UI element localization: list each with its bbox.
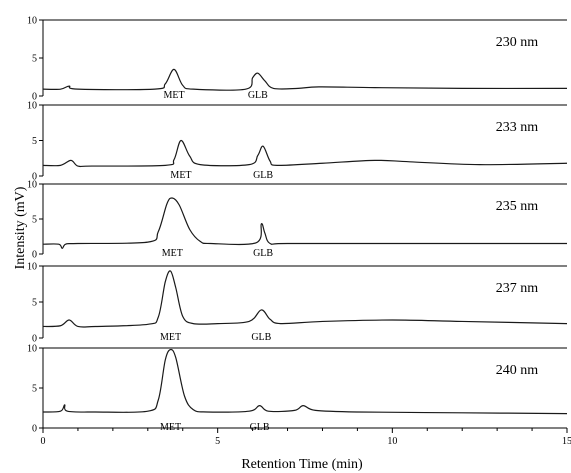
trace-line (42, 348, 568, 415)
y-axis-title: Intensity (mV) (13, 186, 28, 269)
panel-1: 0 5 10 230 nm MET GLB (27, 16, 568, 103)
peak-label-met: MET (170, 170, 191, 181)
y-tick-label: 5 (32, 384, 37, 395)
y-tick-label: 10 (27, 101, 37, 112)
peak-label-glb: GLB (253, 170, 273, 181)
x-tick-label: 0 (41, 436, 46, 447)
peak-label-glb: GLB (248, 90, 268, 101)
y-tick-label: 0 (32, 92, 37, 103)
peak-label-glb: GLB (253, 248, 273, 259)
x-tick-label: 5 (215, 436, 220, 447)
y-tick-label: 5 (32, 215, 37, 226)
x-tick-label: 10 (387, 436, 397, 447)
y-tick-label: 10 (27, 180, 37, 191)
trace-line (42, 197, 568, 250)
y-tick-label: 10 (27, 262, 37, 273)
panel-2: 0 5 10 233 nm MET GLB (27, 101, 568, 183)
x-tick-label: 15 (562, 436, 571, 447)
x-axis: 0 5 10 15 (41, 427, 571, 447)
y-tick-label: 10 (27, 344, 37, 355)
wavelength-label: 233 nm (496, 120, 539, 135)
y-tick-label: 5 (32, 136, 37, 147)
panel-3: 0 5 10 235 nm MET GLB (27, 180, 568, 261)
x-axis-title: Retention Time (min) (241, 457, 363, 472)
y-tick-label: 10 (27, 16, 37, 27)
peak-label-met: MET (160, 332, 181, 343)
y-tick-label: 0 (32, 250, 37, 261)
wavelength-label: 237 nm (496, 281, 539, 296)
trace-line (42, 68, 568, 91)
chromatogram-panels: 0 5 10 230 nm MET GLB 0 5 10 233 nm MET GLB 0 5 10 235 … (27, 16, 568, 435)
trace-line (42, 139, 568, 168)
y-tick-label: 0 (32, 334, 37, 345)
y-tick-label: 5 (32, 298, 37, 309)
y-tick-label: 5 (32, 54, 37, 65)
peak-label-glb: GLB (251, 332, 271, 343)
peak-label-met: MET (163, 90, 184, 101)
panel-4: 0 5 10 237 nm MET GLB (27, 262, 568, 345)
wavelength-label: 240 nm (496, 363, 539, 378)
wavelength-label: 235 nm (496, 199, 539, 214)
y-tick-label: 0 (32, 424, 37, 435)
y-tick-label: 0 (32, 172, 37, 183)
wavelength-label: 230 nm (496, 35, 539, 50)
trace-line (42, 270, 568, 328)
peak-label-met: MET (162, 248, 183, 259)
